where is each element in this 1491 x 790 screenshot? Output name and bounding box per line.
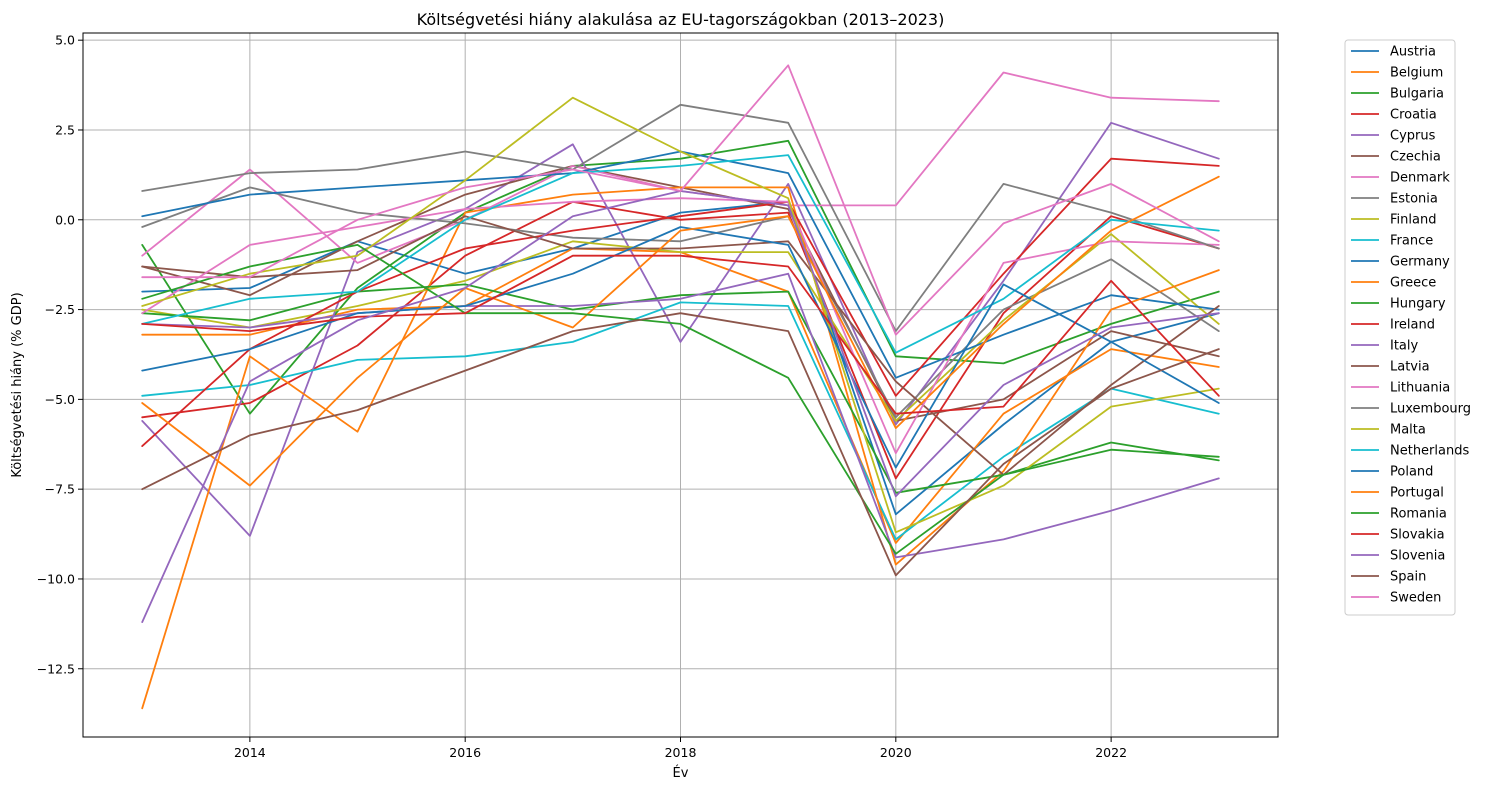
legend-label: Latvia: [1390, 360, 1430, 375]
series-line-france: [141, 301, 1220, 541]
y-tick-label: 0.0: [55, 212, 75, 227]
x-tick-label: 2020: [880, 745, 912, 760]
series-line-bulgaria: [141, 139, 1220, 415]
legend-label: Denmark: [1390, 171, 1450, 186]
legend-label: Belgium: [1390, 66, 1443, 81]
legend-label: Slovakia: [1390, 528, 1445, 543]
series-line-hungary: [141, 283, 1220, 494]
series-line-spain: [141, 312, 1220, 577]
x-tick-label: 2016: [449, 745, 481, 760]
grid-layer: [83, 33, 1278, 737]
y-tick-label: −2.5: [45, 302, 75, 317]
y-tick-label: −5.0: [45, 392, 75, 407]
legend-label: Netherlands: [1390, 444, 1469, 459]
legend-label: Hungary: [1390, 297, 1446, 312]
series-line-cyprus: [141, 121, 1220, 537]
legend: Austria Belgium Bulgaria Croatia Cyprus Czech…: [1344, 39, 1471, 616]
legend-label: France: [1390, 234, 1433, 249]
series-line-luxembourg: [141, 103, 1220, 333]
legend-label: Luxembourg: [1390, 402, 1471, 417]
series-line-italy: [141, 272, 1220, 559]
series-line-greece: [141, 186, 1220, 710]
series-line-austria: [141, 200, 1220, 516]
legend-label: Germany: [1390, 255, 1450, 270]
series-line-romania: [141, 243, 1220, 555]
series-line-lithuania: [141, 197, 1220, 455]
x-tick-label: 2022: [1095, 745, 1127, 760]
x-tick-label: 2014: [234, 745, 266, 760]
series-line-netherlands: [141, 154, 1220, 354]
series-line-ireland: [141, 157, 1220, 448]
legend-label: Croatia: [1390, 108, 1437, 123]
y-tick-label: −10.0: [37, 571, 75, 586]
chart-title: Költségvetési hiány alakulása az EU-tago…: [417, 10, 945, 29]
y-tick-label: −7.5: [45, 482, 75, 497]
series-line-slovakia: [141, 254, 1220, 415]
tick-layer: 2014 2016 2018 2020 2022 −12.5 −10.0 −7.5 −5.0 −2…: [37, 33, 1127, 760]
legend-label: Spain: [1390, 570, 1426, 585]
legend-label: Bulgaria: [1390, 87, 1444, 102]
series-line-finland: [141, 233, 1220, 422]
series-line-malta: [141, 96, 1220, 534]
series-line-portugal: [141, 175, 1220, 487]
series-line-sweden: [141, 64, 1220, 336]
legend-label: Czechia: [1390, 150, 1441, 165]
legend-label: Estonia: [1390, 192, 1438, 207]
legend-label: Italy: [1390, 339, 1419, 354]
legend-label: Portugal: [1390, 486, 1444, 501]
legend-label: Lithuania: [1390, 381, 1450, 396]
legend-label: Austria: [1390, 45, 1436, 60]
x-axis-label: Év: [673, 765, 689, 781]
legend-label: Sweden: [1390, 591, 1441, 606]
legend-label: Romania: [1390, 507, 1447, 522]
y-tick-label: 2.5: [55, 122, 75, 137]
legend-label: Slovenia: [1390, 549, 1445, 564]
y-axis-label: Költségvetési hiány (% GDP): [10, 292, 25, 477]
legend-label: Cyprus: [1390, 129, 1436, 144]
series-line-poland: [141, 226, 1220, 469]
legend-label: Finland: [1390, 213, 1436, 228]
legend-label: Poland: [1390, 465, 1433, 480]
legend-label: Malta: [1390, 423, 1426, 438]
y-tick-label: 5.0: [55, 33, 75, 48]
x-tick-label: 2018: [665, 745, 697, 760]
series-line-croatia: [141, 200, 1220, 480]
legend-label: Greece: [1390, 276, 1436, 291]
series-line-latvia: [141, 215, 1220, 476]
legend-label: Ireland: [1390, 318, 1435, 333]
y-tick-label: −12.5: [37, 661, 75, 676]
series-layer: [141, 64, 1220, 710]
